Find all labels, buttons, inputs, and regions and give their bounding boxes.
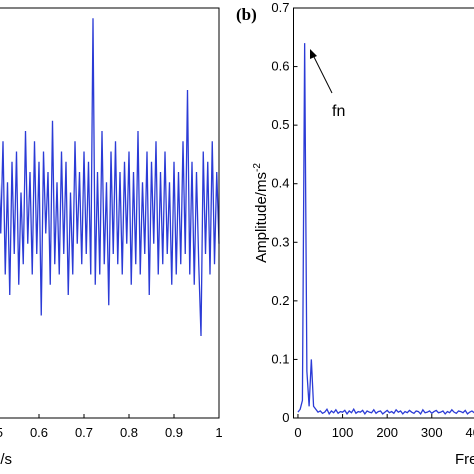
signal-line xyxy=(297,43,474,416)
signal-line xyxy=(0,18,220,337)
y-axis-label: Amplitude/ms-2 xyxy=(252,163,270,263)
y-tick-label: 0.5 xyxy=(271,117,289,132)
annotation: fn xyxy=(332,103,345,120)
x-axis-label: Time/s xyxy=(0,451,12,468)
y-label-text: Amplitude/ms xyxy=(253,172,270,263)
x-tick-label: 400 xyxy=(466,425,474,440)
y-tick-label: 0.2 xyxy=(271,293,289,308)
y-label-exponent: -2 xyxy=(252,163,263,172)
x-tick-label: 100 xyxy=(332,425,354,440)
x-tick-label: 300 xyxy=(421,425,443,440)
x-tick-label: 1 xyxy=(215,425,222,440)
axes-frame xyxy=(0,7,220,419)
x-tick-label: 0.6 xyxy=(30,425,48,440)
y-tick-label: 0.6 xyxy=(271,59,289,74)
x-tick-label: 0.7 xyxy=(75,425,93,440)
annotation-arrow xyxy=(312,54,333,94)
y-tick-label: 0.4 xyxy=(271,176,289,191)
y-tick-label: 0.1 xyxy=(271,351,289,366)
y-tick-label: 0 xyxy=(282,410,289,425)
y-tick-label: 0.3 xyxy=(271,234,289,249)
x-tick-label: 0.8 xyxy=(120,425,138,440)
x-tick-label: 0.5 xyxy=(0,425,3,440)
x-tick-label: 200 xyxy=(376,425,398,440)
x-tick-label: 0.9 xyxy=(165,425,183,440)
x-tick-label: 0 xyxy=(294,425,301,440)
arrow-head xyxy=(310,49,317,59)
axes-frame xyxy=(293,7,474,419)
x-axis-label: Frequency/Hz xyxy=(455,451,474,468)
panel-label: (b) xyxy=(236,5,257,24)
y-tick-label: 0.7 xyxy=(271,0,289,15)
